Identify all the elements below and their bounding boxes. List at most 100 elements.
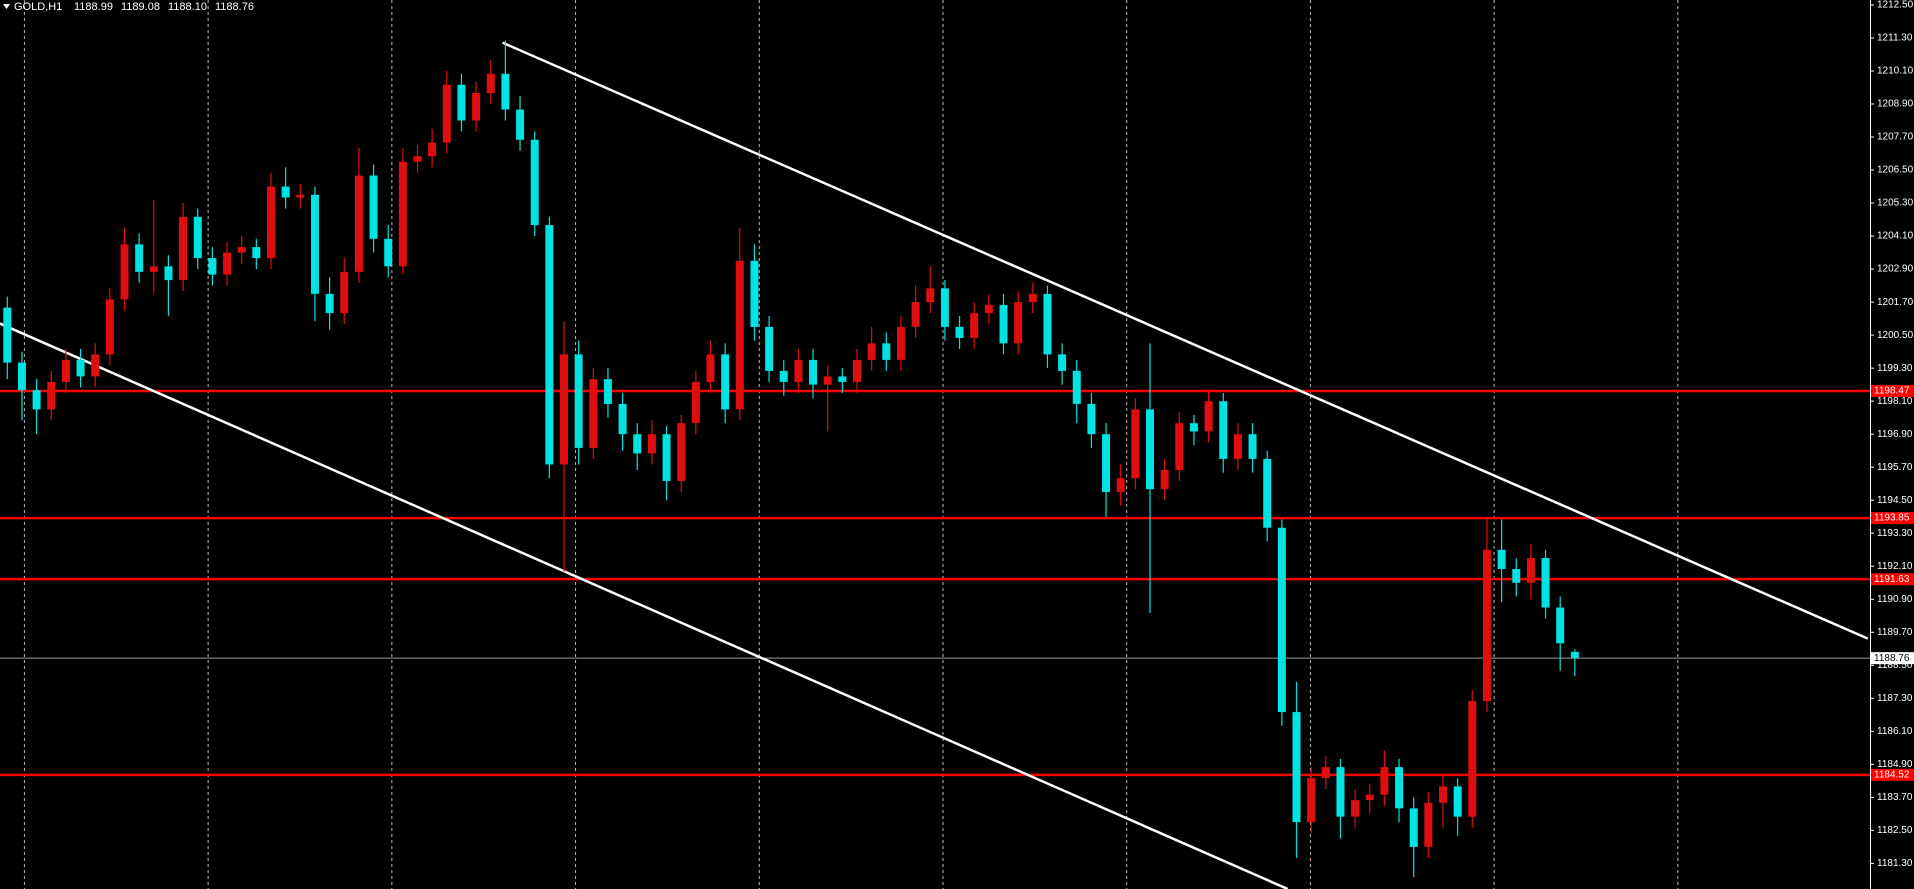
y-tick-label: 1190.90	[1877, 594, 1913, 605]
candle-body	[135, 244, 144, 272]
header-high: 1189.08	[121, 1, 160, 13]
candle-body	[603, 379, 612, 404]
candle-body	[442, 84, 451, 143]
candle-body	[281, 186, 290, 198]
candle-body	[1160, 469, 1169, 490]
y-tick-label: 1181.30	[1877, 858, 1913, 869]
y-tick-label: 1194.50	[1877, 495, 1913, 506]
y-tick-label: 1196.90	[1877, 429, 1913, 440]
y-tick-label: 1182.50	[1877, 825, 1913, 836]
candle-body	[1087, 403, 1096, 435]
candle-body	[853, 359, 861, 382]
menu-arrow[interactable]	[3, 4, 10, 9]
level-label: 1191.63	[1874, 574, 1910, 585]
candle-body	[574, 354, 583, 448]
candle-body	[76, 359, 85, 377]
candle-body	[1570, 651, 1579, 659]
candle-body	[618, 403, 627, 435]
y-tick-label: 1212.50	[1877, 0, 1914, 11]
level-label-box	[1871, 768, 1914, 781]
y-tick-label: 1187.30	[1877, 693, 1913, 704]
candle-body	[1468, 701, 1477, 817]
y-tick-label: 1206.50	[1877, 165, 1914, 176]
candle-body	[1248, 434, 1257, 459]
candle-body	[340, 271, 349, 314]
y-tick-label: 1188.50	[1877, 660, 1913, 671]
price-axis: 1212.50 1211.30 1210.10 1208.90 1207.70 1206.…	[1870, 0, 1914, 889]
candle-body	[677, 423, 686, 481]
candle-body	[633, 434, 642, 454]
candle-body	[647, 434, 656, 454]
candle-body	[1439, 786, 1447, 803]
candle-body	[1277, 527, 1286, 713]
candle-body	[3, 307, 12, 363]
candle-body	[486, 73, 495, 93]
candle-body	[1292, 712, 1301, 823]
candle-body	[1541, 557, 1550, 608]
y-tick-label: 1189.70	[1877, 627, 1913, 638]
y-tick-label: 1207.70	[1877, 132, 1914, 143]
candle-body	[955, 326, 964, 338]
candle-body	[545, 225, 554, 465]
candle-body	[765, 326, 774, 371]
candle-body	[472, 92, 481, 121]
candle-body	[223, 252, 232, 275]
y-tick-label: 1183.70	[1877, 792, 1913, 803]
candle-body	[267, 186, 275, 259]
candle-body	[794, 359, 803, 382]
level-label-box	[1871, 384, 1914, 397]
trendline	[0, 322, 1289, 889]
candle-body	[1395, 767, 1404, 809]
candle-body	[1233, 434, 1242, 459]
candle-body	[1146, 409, 1154, 490]
candle-body	[237, 247, 246, 253]
candle-body	[735, 260, 744, 410]
last-price-label: 1188.76	[1874, 653, 1910, 664]
candle-body	[560, 354, 568, 465]
candle-body	[516, 109, 525, 140]
y-tick-label: 1199.30	[1877, 363, 1913, 374]
candle-body	[413, 156, 422, 162]
candle-body	[193, 216, 202, 259]
y-tick-label: 1184.90	[1877, 759, 1913, 770]
candle-body	[354, 175, 363, 272]
candle-body	[164, 266, 173, 281]
candle-body	[47, 381, 56, 410]
candle-body	[1028, 293, 1037, 303]
header-open: 1188.99	[74, 1, 113, 13]
candle-body	[120, 244, 129, 300]
candle-body	[867, 343, 876, 360]
candle-body	[398, 161, 407, 267]
candle-body	[1014, 302, 1023, 344]
candle-body	[706, 354, 715, 382]
candle-body	[530, 139, 539, 226]
level-label: 1184.52	[1874, 769, 1910, 780]
candle-body	[1263, 458, 1272, 528]
y-tick-label: 1204.10	[1877, 231, 1914, 242]
level-label: 1193.85	[1874, 513, 1910, 524]
candle-body	[17, 362, 26, 391]
candle-body	[750, 260, 759, 327]
y-tick-label: 1198.10	[1877, 396, 1913, 407]
header-low: 1188.10	[168, 1, 207, 13]
y-tick-label: 1210.10	[1877, 66, 1914, 77]
candle-body	[384, 238, 393, 267]
candle-body	[911, 302, 920, 327]
candle-body	[721, 354, 730, 410]
candle-body	[1102, 434, 1111, 492]
candle-body	[325, 293, 334, 314]
candle-body	[882, 343, 891, 360]
candle-body	[1556, 607, 1565, 644]
candle-body	[91, 354, 100, 377]
candle-body	[823, 376, 832, 385]
candle-body	[1380, 767, 1389, 795]
candle-body	[1204, 401, 1213, 432]
y-tick-label: 1192.10	[1877, 561, 1913, 572]
y-tick-label: 1193.30	[1877, 528, 1913, 539]
candle-body	[369, 175, 378, 239]
candle-body	[179, 216, 188, 281]
candle-body	[1058, 354, 1067, 371]
